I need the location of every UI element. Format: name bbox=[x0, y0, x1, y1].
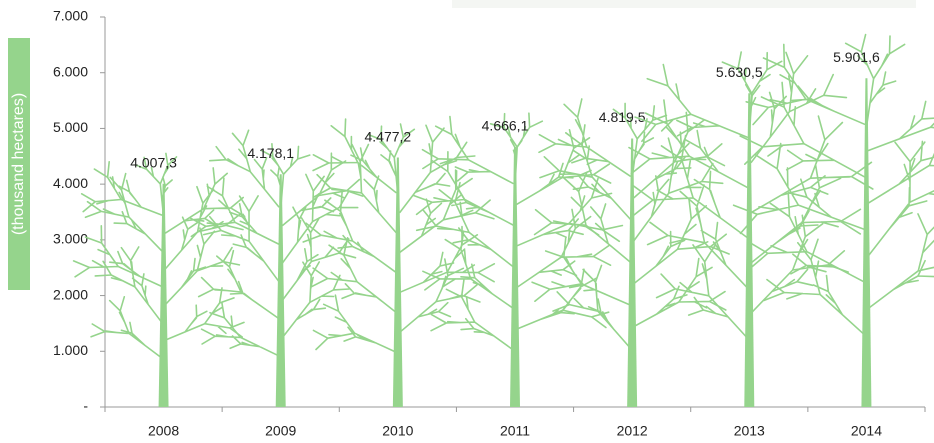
tree-branches bbox=[732, 33, 934, 336]
x-tick-label: 2014 bbox=[851, 423, 882, 439]
tree-trunk bbox=[861, 78, 872, 408]
y-axis-label: (thousand hectares) bbox=[10, 93, 27, 235]
tree bbox=[72, 152, 246, 407]
tree-branches bbox=[189, 129, 364, 357]
tree-trunk bbox=[510, 147, 520, 408]
y-tick-label: 3.000 bbox=[53, 231, 88, 247]
value-label: 4.666,1 bbox=[482, 118, 529, 134]
tree-trunk bbox=[744, 93, 755, 407]
y-tick-label: - bbox=[83, 398, 88, 414]
tree bbox=[732, 33, 934, 408]
x-tick-label: 2010 bbox=[382, 423, 413, 439]
tree bbox=[412, 112, 624, 408]
y-tick-label: 4.000 bbox=[53, 175, 88, 191]
y-tick-label: 1.000 bbox=[53, 342, 88, 358]
y-label-box bbox=[8, 38, 30, 290]
x-tick-label: 2008 bbox=[148, 423, 179, 439]
tree-branches bbox=[72, 152, 246, 359]
value-label: 4.178,1 bbox=[247, 145, 294, 161]
x-tick-label: 2013 bbox=[734, 423, 765, 439]
value-label: 4.819,5 bbox=[599, 109, 646, 125]
value-label: 5.901,6 bbox=[833, 49, 880, 65]
y-tick-label: 2.000 bbox=[53, 286, 88, 302]
y-tick-label: 5.000 bbox=[53, 119, 88, 135]
x-tick-label: 2009 bbox=[265, 423, 296, 439]
value-label: 4.007,3 bbox=[130, 154, 177, 170]
legend-area bbox=[452, 0, 916, 8]
tree-trunk bbox=[158, 183, 169, 407]
tree-trunk bbox=[275, 174, 286, 407]
tree bbox=[189, 129, 364, 407]
tree-branches bbox=[302, 118, 496, 353]
x-tick-label: 2012 bbox=[617, 423, 648, 439]
value-label: 4.477,2 bbox=[364, 128, 411, 144]
tree-branches bbox=[412, 112, 624, 351]
tree-trunk bbox=[392, 157, 403, 407]
tree bbox=[628, 51, 874, 407]
tree-trunk bbox=[627, 138, 638, 408]
y-tick-label: 6.000 bbox=[53, 63, 88, 79]
y-tick-label: 7.000 bbox=[53, 8, 88, 24]
tree bbox=[302, 118, 496, 407]
x-tick-label: 2011 bbox=[500, 423, 530, 439]
value-label: 5.630,5 bbox=[716, 64, 763, 80]
